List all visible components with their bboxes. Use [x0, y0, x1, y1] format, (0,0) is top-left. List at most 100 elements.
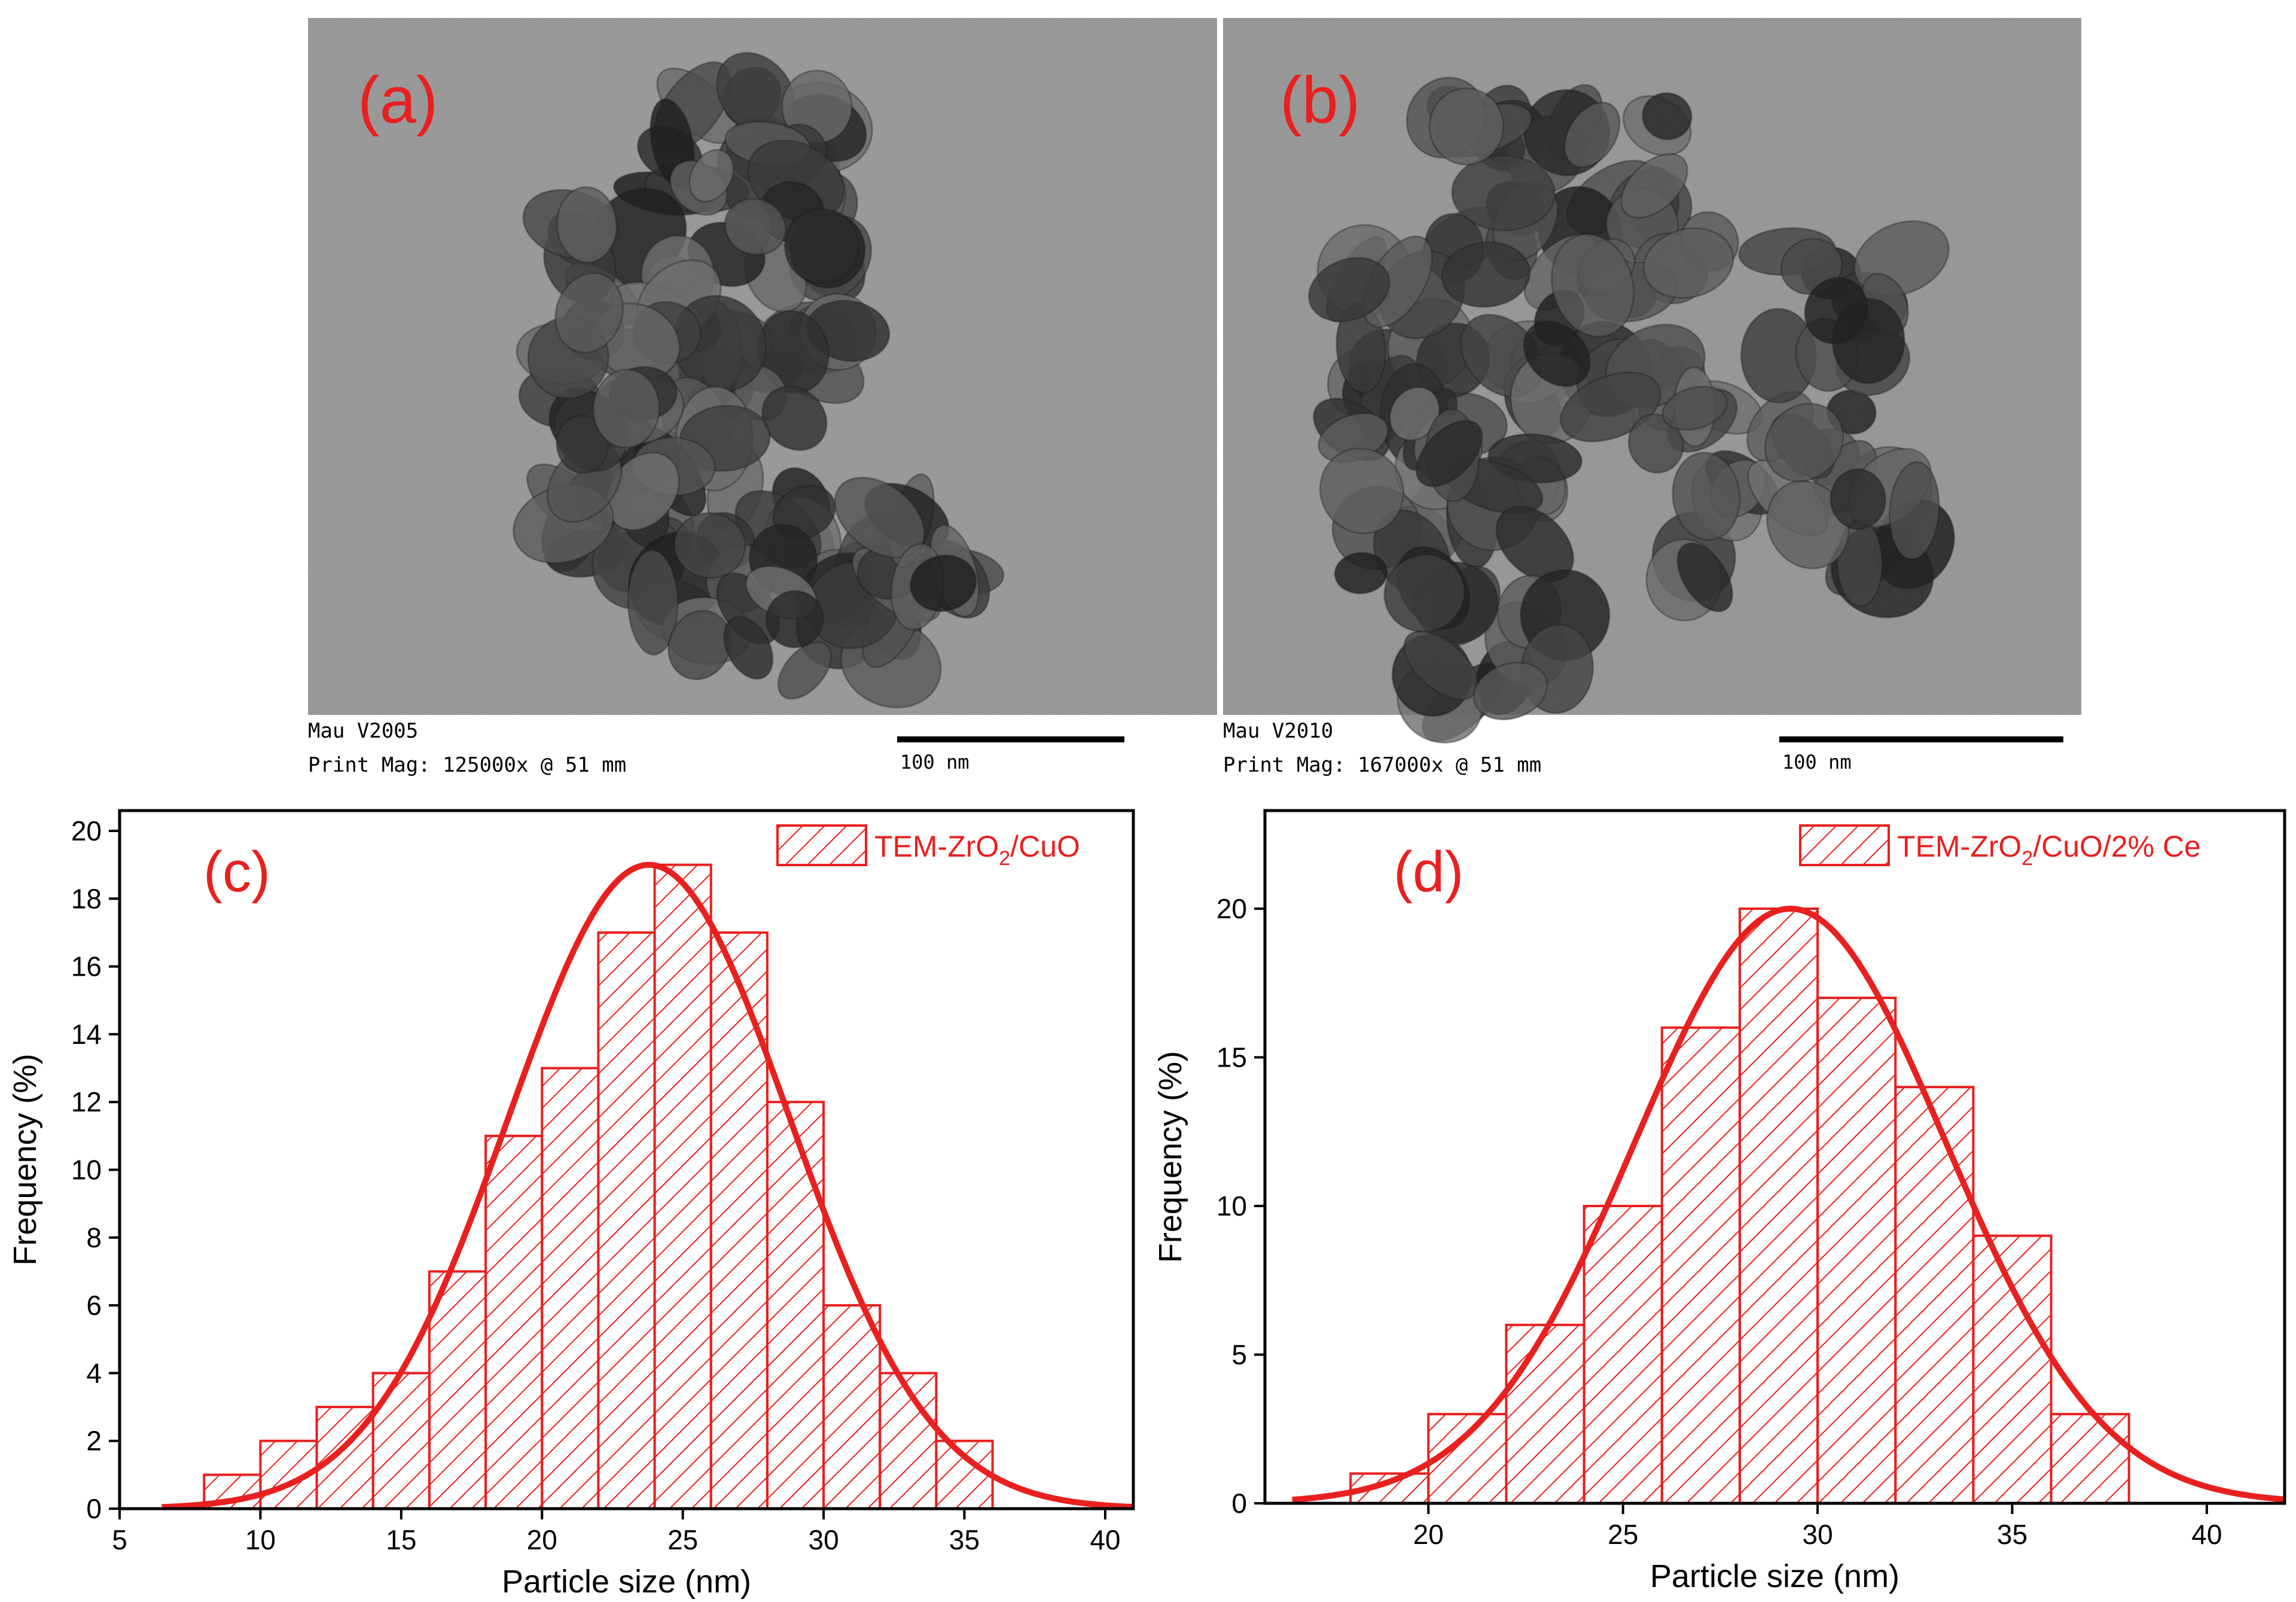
histogram-bar — [2050, 1412, 2130, 1505]
histogram-bar — [822, 1304, 882, 1510]
x-tick-label: 30 — [808, 1524, 838, 1555]
x-tick-label: 35 — [949, 1524, 980, 1555]
x-tick-label: 40 — [2191, 1519, 2222, 1550]
y-tick-label: 12 — [71, 1086, 102, 1117]
histogram-bar — [484, 1134, 544, 1510]
tem-divider — [1217, 18, 1223, 715]
tem-particle-b — [1441, 241, 1531, 308]
y-tick-label: 4 — [86, 1357, 102, 1388]
particle-cluster-b — [1308, 77, 1956, 744]
tem-particle-a — [556, 415, 609, 474]
tem-particle-a — [554, 272, 624, 354]
caption-a-line2: Print Mag: 125000x @ 51 mm — [308, 753, 626, 777]
x-tick-label: 35 — [1997, 1519, 2027, 1550]
x-tick-label: 15 — [386, 1524, 416, 1555]
histogram-d: 20 25 30 35 40 0 5 10 15 20 Particle size (nm) Freq… — [1152, 809, 2286, 1594]
caption-b-line2: Print Mag: 167000x @ 51 mm — [1223, 753, 1541, 777]
histogram-bar — [1972, 1234, 2053, 1504]
tem-particle-b — [1661, 385, 1728, 431]
tem-particle-a — [777, 641, 832, 700]
y-tick-label: 20 — [71, 815, 102, 846]
legend-label: TEM-ZrO2/CuO — [874, 830, 1080, 870]
tem-particle-b — [1428, 87, 1505, 166]
y-tick-label: 10 — [1216, 1190, 1247, 1222]
x-tick-label: 10 — [245, 1524, 276, 1555]
x-tick-label: 30 — [1802, 1519, 1832, 1550]
histogram-bar — [428, 1270, 487, 1510]
tem-particle-a — [783, 208, 859, 284]
tem-particle-b — [1523, 320, 1591, 388]
histogram-bar — [371, 1372, 431, 1510]
histogram-bar — [879, 1372, 938, 1510]
caption-b-line1: Mau V2010 — [1223, 719, 1333, 743]
gaussian-fit-curve — [1292, 906, 2285, 1503]
x-tick-label: 40 — [1090, 1524, 1120, 1555]
histogram-bar — [766, 1101, 825, 1510]
y-tick-label: 8 — [86, 1222, 102, 1253]
gaussian-fit-curve — [161, 861, 1134, 1510]
y-tick-label: 18 — [71, 883, 102, 914]
histogram-bar — [1816, 997, 1897, 1504]
y-tick-label: 15 — [1216, 1042, 1247, 1073]
scale-bar-b-label: 100 nm — [1782, 751, 1852, 773]
plot-frame — [1263, 809, 2286, 1505]
panel-label: (d) — [1394, 840, 1463, 904]
legend-swatch — [1799, 824, 1890, 866]
histogram-bar — [541, 1067, 600, 1510]
plot-frame — [118, 809, 1135, 1510]
tem-particle-a — [724, 197, 787, 256]
tem-particle-b — [1334, 552, 1388, 595]
scale-bar-b — [1779, 736, 2063, 742]
histogram-bar — [1894, 1086, 1975, 1505]
legend-swatch — [776, 824, 867, 866]
tem-particle-b — [1676, 542, 1734, 613]
tem-particle-a — [627, 549, 679, 656]
panel-label-b: (b) — [1280, 63, 1360, 137]
caption-a-line1: Mau V2005 — [308, 719, 418, 743]
histogram-bar — [1738, 907, 1819, 1504]
tem-particle-b — [1563, 101, 1621, 168]
tem-particle-b — [1620, 153, 1688, 219]
tem-particle-b — [1451, 154, 1556, 232]
y-tick-label: 14 — [71, 1019, 102, 1050]
histogram-bar — [1582, 1205, 1663, 1504]
scale-bar-a-label: 100 nm — [900, 751, 969, 773]
x-tick-label: 20 — [1413, 1519, 1444, 1550]
histogram-bar — [597, 931, 656, 1510]
tem-particle-a — [673, 511, 746, 579]
x-tick-label: 5 — [112, 1524, 127, 1555]
tem-particle-a — [688, 148, 734, 203]
tem-particle-b — [1415, 419, 1483, 488]
x-tick-label: 20 — [527, 1524, 557, 1555]
tem-particle-b — [1672, 452, 1741, 541]
y-axis-label: Frequency (%) — [7, 1053, 43, 1265]
tem-particle-b — [1764, 403, 1844, 483]
tem-particle-a — [765, 590, 825, 648]
tem-particle-b — [1804, 276, 1869, 345]
histogram-bar — [653, 863, 712, 1510]
y-tick-label: 5 — [1231, 1339, 1247, 1370]
x-axis-label: Particle size (nm) — [1650, 1558, 1899, 1594]
scale-bar-a — [897, 736, 1124, 742]
y-tick-label: 10 — [71, 1154, 102, 1185]
tem-particle-a — [909, 554, 977, 613]
y-tick-label: 2 — [86, 1426, 102, 1457]
histogram-bar — [935, 1439, 994, 1510]
tem-caption-b: Mau V2010 Print Mag: 167000x @ 51 mm 100… — [1223, 719, 2063, 777]
tem-particle-b — [1641, 92, 1693, 141]
tem-particle-b — [1830, 468, 1887, 530]
y-tick-label: 16 — [71, 951, 102, 982]
tem-panel-b: (b) — [1223, 18, 2081, 744]
panel-label-a: (a) — [358, 63, 438, 137]
tem-particle-b — [1319, 447, 1405, 535]
tem-particle-b — [1642, 227, 1734, 299]
tem-particle-b — [1473, 662, 1548, 721]
tem-particle-a — [667, 610, 732, 681]
histogram-bar — [709, 931, 769, 1510]
tem-particle-a — [556, 186, 618, 264]
tem-particle-b — [1551, 233, 1635, 338]
tem-caption-a: Mau V2005 Print Mag: 125000x @ 51 mm 100… — [308, 719, 1124, 777]
y-tick-label: 0 — [86, 1493, 102, 1524]
tem-panel-a: (a) — [308, 18, 1217, 715]
